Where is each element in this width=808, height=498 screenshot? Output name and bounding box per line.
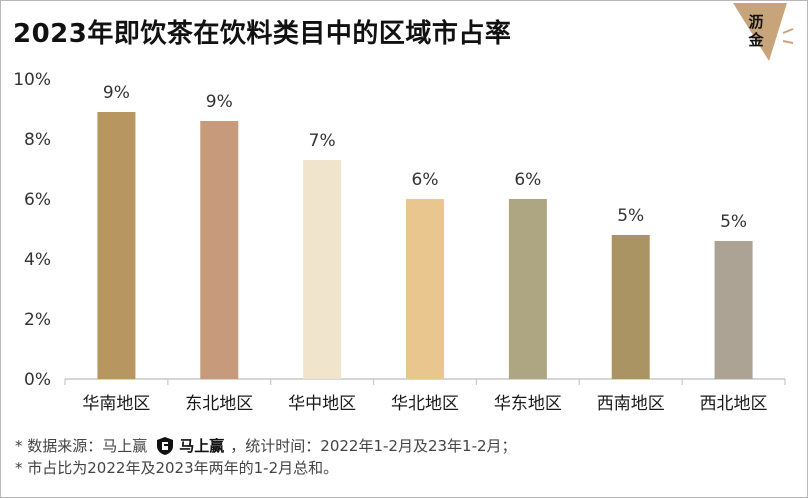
bar-data-label: 6% bbox=[412, 170, 439, 190]
x-tick-label: 华北地区 bbox=[391, 394, 459, 414]
footnote-source: * 数据来源：马上赢 马上赢 ，统计时间：2022年1-2月及23年1-2月； bbox=[15, 435, 795, 457]
logo-line1: 沥 bbox=[748, 13, 764, 31]
shield-icon bbox=[157, 437, 174, 455]
x-tick-label: 华东地区 bbox=[494, 394, 562, 414]
y-tick-label: 4% bbox=[24, 250, 51, 270]
x-tick-label: 华中地区 bbox=[288, 394, 356, 414]
brand-badge-text: 马上赢 bbox=[179, 437, 225, 455]
bar-data-label: 7% bbox=[309, 131, 336, 151]
bar-data-label: 9% bbox=[103, 83, 130, 103]
bar bbox=[714, 241, 753, 379]
y-tick-label: 2% bbox=[24, 310, 51, 330]
x-tick-label: 西南地区 bbox=[597, 394, 665, 414]
logo-line2: 金 bbox=[748, 31, 764, 49]
bar-data-label: 6% bbox=[514, 170, 541, 190]
bar bbox=[200, 121, 239, 379]
bar bbox=[97, 112, 136, 379]
y-tick-label: 10% bbox=[13, 70, 51, 90]
bar-chart-svg: 0% 2% 4% 6% 8% 10% 9% 华南地区 9% 东北地区 7% 华中地区 6% 华北地区 6% 华… bbox=[13, 70, 786, 414]
bar-chart: 0% 2% 4% 6% 8% 10% 9% 华南地区 9% 东北地区 7% 华中地区 6% 华北地区 6% 华… bbox=[1, 61, 808, 431]
bar bbox=[303, 160, 342, 379]
brand-badge: 马上赢 bbox=[155, 435, 224, 457]
bar-data-label: 5% bbox=[720, 212, 747, 232]
x-tick-label: 华南地区 bbox=[82, 394, 150, 414]
bar-data-label: 9% bbox=[206, 92, 233, 112]
y-tick-label: 0% bbox=[24, 370, 51, 390]
logo-text: 沥 金 bbox=[741, 13, 771, 49]
y-tick-label: 8% bbox=[24, 130, 51, 150]
footnotes: * 数据来源：马上赢 马上赢 ，统计时间：2022年1-2月及23年1-2月； … bbox=[15, 435, 795, 479]
brand-logo: 沥 金 bbox=[725, 3, 795, 61]
bar bbox=[508, 199, 547, 379]
logo-triangle-icon bbox=[733, 3, 794, 61]
x-tick-label: 东北地区 bbox=[185, 394, 253, 414]
footnote-source-prefix: * 数据来源：马上赢 bbox=[15, 437, 148, 455]
bar bbox=[406, 199, 444, 379]
bar-data-label: 5% bbox=[617, 206, 644, 226]
y-tick-label: 6% bbox=[24, 190, 51, 210]
bar bbox=[611, 235, 650, 379]
footnote-source-suffix: ，统计时间：2022年1-2月及23年1-2月； bbox=[230, 437, 517, 455]
x-tick-label: 西北地区 bbox=[700, 394, 768, 414]
chart-title: 2023年即饮茶在饮料类目中的区域市占率 bbox=[13, 19, 512, 49]
footnote-note: * 市占比为2022年及2023年两年的1-2月总和。 bbox=[15, 459, 339, 477]
